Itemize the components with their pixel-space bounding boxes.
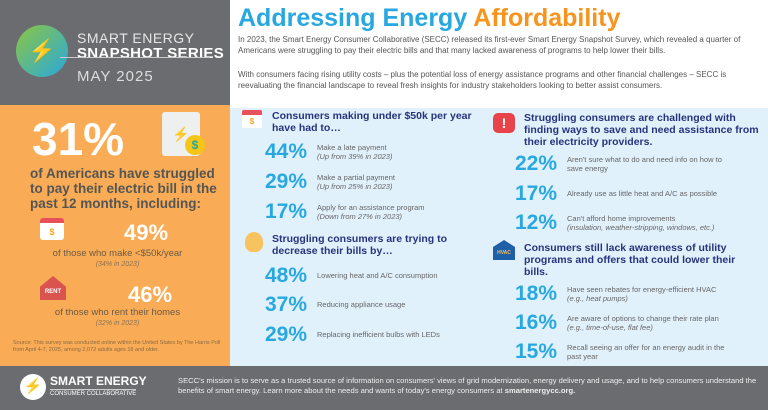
section-title: Consumers still lack awareness of utilit… <box>524 242 736 278</box>
website-link[interactable]: smartenergycc.org. <box>504 386 576 395</box>
stat-text: Can't afford home improvements <box>567 213 676 223</box>
stat-note: (Up from 39% in 2023) <box>317 152 393 161</box>
stat-pct: 12% <box>515 211 558 234</box>
dollar-coin-icon: $ <box>185 135 205 155</box>
secc-logo-icon: ⚡ <box>20 374 46 400</box>
stat-pct: 29% <box>265 170 308 193</box>
intro-area <box>230 0 768 108</box>
findings-area <box>230 108 768 366</box>
section-title: Consumers making under $50k per year hav… <box>272 110 472 134</box>
stat-pct: 16% <box>515 311 558 334</box>
stat-desc: Have seen rebates for energy-efficient H… <box>567 285 716 304</box>
stat-pct: 46% <box>128 282 173 307</box>
stat-note: (34% in 2023) <box>95 261 140 268</box>
footer-mission: SECC's mission is to serve as a trusted … <box>178 376 763 396</box>
stat-text: Recall seeing an offer for an energy aud… <box>567 342 725 362</box>
stat-label: of those who rent their homes <box>54 307 181 318</box>
stat-row: 44% Make a late payment (Up from 39% in 20… <box>265 140 392 164</box>
headline-pct: 31% <box>32 113 125 165</box>
stat-row: 15% Recall seeing an offer for an energy … <box>515 340 737 364</box>
stat-row: 37% Reducing appliance usage <box>265 293 405 317</box>
stat-row: 29% Make a partial payment (Up from 25% in… <box>265 170 395 194</box>
headline-text: of Americans have struggled to pay their… <box>30 166 217 211</box>
stat-pct: 18% <box>515 282 558 305</box>
stat-note: (insulation, weather-stripping, windows,… <box>567 223 715 232</box>
divider <box>60 57 210 58</box>
calendar-money-icon: $ <box>40 218 64 240</box>
stat-note: (32% in 2023) <box>95 320 140 327</box>
stat-text: Make a partial payment <box>317 172 395 182</box>
stat-text: Are aware of options to change their rat… <box>567 313 719 323</box>
stat-pct: 15% <box>515 340 558 363</box>
stat-row: 48% Lowering heat and A/C consumption <box>265 264 438 288</box>
stat-desc: Are aware of options to change their rat… <box>567 314 737 333</box>
stat-pct: 44% <box>265 140 308 163</box>
stat-desc: Can't afford home improvements (insulatio… <box>567 214 714 233</box>
alert-icon: ! <box>493 113 515 133</box>
stat-text: Reducing appliance usage <box>317 300 406 310</box>
stat-note: (e.g., heat pumps) <box>567 294 628 303</box>
stat-pct: 17% <box>515 182 558 205</box>
stat-note: (Up from 25% in 2023) <box>317 182 393 191</box>
stat-text: Have seen rebates for energy-efficient H… <box>567 284 717 294</box>
footer-logo-sub: CONSUMER COLLABORATIVE <box>50 389 137 397</box>
stat-pct: 37% <box>265 293 308 316</box>
stat-pct: 49% <box>124 220 169 245</box>
section-title: Struggling consumers are challenged with… <box>524 112 759 148</box>
title-blue: Addressing Energy <box>238 4 468 32</box>
stat-row: 22% Aren't sure what to do and need info … <box>515 152 737 176</box>
intro-paragraph: With consumers facing rising utility cos… <box>238 70 727 90</box>
lightbulb-icon <box>245 232 263 252</box>
stat-row: 17% Apply for an assistance program (Down … <box>265 200 425 224</box>
series-line2: SNAPSHOT SERIES <box>77 45 225 62</box>
hvac-house-icon: HVAC <box>493 240 515 260</box>
stat-desc: Make a late payment (Up from 39% in 2023) <box>317 143 392 162</box>
footer <box>0 366 768 410</box>
intro-paragraph: In 2023, the Smart Energy Consumer Colla… <box>238 35 741 55</box>
series-line1: SMART ENERGY <box>77 30 195 46</box>
stat-row: 16% Are aware of options to change their … <box>515 311 737 335</box>
calendar-money-icon: $ <box>242 110 262 128</box>
stat-label: of those who make <$50k/year <box>52 248 183 259</box>
stat-row: 17% Already use as little heat and A/C as… <box>515 182 717 206</box>
mission-text: SECC's mission is to serve as a trusted … <box>178 376 757 395</box>
stat-pct: 29% <box>265 323 308 346</box>
stat-row: 12% Can't afford home improvements (insula… <box>515 211 714 235</box>
stat-pct: 22% <box>515 152 558 175</box>
stat-pct: 48% <box>265 264 308 287</box>
stat-pct: 17% <box>265 200 308 223</box>
stat-desc: Make a partial payment (Up from 25% in 20… <box>317 173 395 192</box>
stat-text: Apply for an assistance program <box>317 202 425 212</box>
stat-text: Replacing inefficient bulbs with LEDs <box>317 330 440 340</box>
stat-row: 18% Have seen rebates for energy-efficien… <box>515 282 716 306</box>
stat-desc: Apply for an assistance program (Down fro… <box>317 203 425 222</box>
snapshot-logo-icon: ⚡ <box>16 25 68 77</box>
page-title: Addressing Energy Affordability <box>238 4 620 33</box>
stat-text: Aren't sure what to do and need info on … <box>567 154 722 174</box>
footer-logo-name: SMART ENERGY <box>50 374 147 388</box>
section-title: Struggling consumers are trying to decre… <box>272 233 448 257</box>
stat-note: (e.g., time-of-use, flat fee) <box>567 323 653 332</box>
issue-month: MAY 2025 <box>77 68 154 85</box>
source-note: Source: This survey was conducted online… <box>13 340 221 353</box>
stat-text: Lowering heat and A/C consumption <box>317 271 438 281</box>
stat-text: Already use as little heat and A/C as po… <box>567 189 718 199</box>
stat-note: (Down from 27% in 2023) <box>317 212 403 221</box>
title-orange: Affordability <box>473 4 621 32</box>
stat-text: Make a late payment <box>317 142 387 152</box>
stat-row: 29% Replacing inefficient bulbs with LEDs <box>265 323 440 347</box>
